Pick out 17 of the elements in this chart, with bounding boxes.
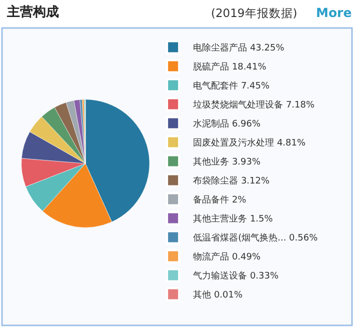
text: More — [316, 5, 352, 20]
legend-label: 其他业务 3.93% — [193, 156, 261, 168]
legend-label: 垃圾焚烧烟气处理设备 7.18% — [192, 100, 315, 111]
legend-label: 水泥制品 6.96% — [193, 118, 261, 130]
legend-label: 备品备件 2% — [193, 194, 247, 206]
legend-label: 低温省煤器(烟气换热... 0.56% — [193, 232, 318, 244]
legend-label: 固废处置及污水处理 4.81% — [193, 138, 306, 149]
legend-label: 其他 0.01% — [193, 290, 243, 301]
chart-subtitle: (2019年报数据) — [211, 6, 298, 20]
legend-label: 电除尘器产品 43.25% — [193, 42, 285, 54]
legend-label: 布袋除尘器 3.12% — [193, 176, 270, 187]
legend-label: 物流产品 0.49% — [193, 252, 261, 263]
legend-label: 电气配套件 7.45% — [193, 80, 270, 92]
legend-label: 其他主营业务 1.5% — [193, 214, 274, 225]
legend-label: 脱硫产品 18.41% — [193, 62, 267, 73]
chart-title: 主营构成 — [6, 4, 59, 20]
legend-label: 气力输送设备 0.33% — [193, 270, 279, 282]
